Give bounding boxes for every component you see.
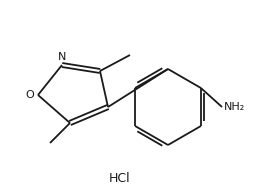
Text: N: N bbox=[58, 52, 66, 62]
Text: NH₂: NH₂ bbox=[224, 102, 245, 112]
Text: O: O bbox=[26, 90, 34, 100]
Text: HCl: HCl bbox=[109, 171, 131, 184]
